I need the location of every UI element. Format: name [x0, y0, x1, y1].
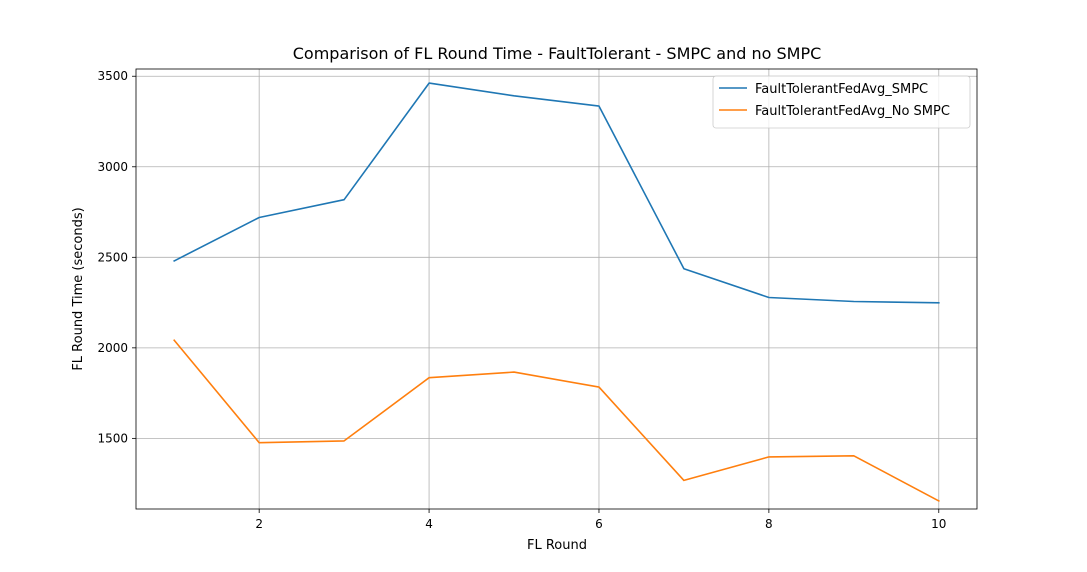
chart-title: Comparison of FL Round Time - FaultToler… [293, 44, 822, 63]
x-tick-label: 6 [595, 517, 603, 531]
y-axis-label: FL Round Time (seconds) [71, 207, 86, 370]
x-tick-label: 2 [255, 517, 263, 531]
series-line-2 [173, 339, 940, 502]
x-tick-label: 8 [765, 517, 773, 531]
series-lines [173, 82, 940, 502]
axis-ticks: 2 4 6 8 10 1500 2000 2500 3000 3500 [97, 69, 946, 531]
legend-box [712, 75, 971, 129]
y-tick-label: 3500 [97, 69, 128, 83]
legend-label: FaultTolerantFedAvg_SMPC [755, 82, 928, 97]
x-tick-label: 4 [425, 517, 433, 531]
x-tick-label: 10 [931, 517, 946, 531]
x-axis-label: FL Round [527, 538, 587, 553]
y-tick-label: 2000 [97, 341, 128, 355]
y-tick-label: 2500 [97, 250, 128, 264]
legend-label: FaultTolerantFedAvg_No SMPC [755, 104, 950, 119]
y-tick-label: 3000 [97, 160, 128, 174]
series-line-1 [173, 82, 940, 304]
legend: FaultTolerantFedAvg_SMPC FaultTolerantFed… [712, 75, 971, 129]
plot-frame [135, 68, 978, 510]
y-tick-label: 1500 [97, 431, 128, 445]
